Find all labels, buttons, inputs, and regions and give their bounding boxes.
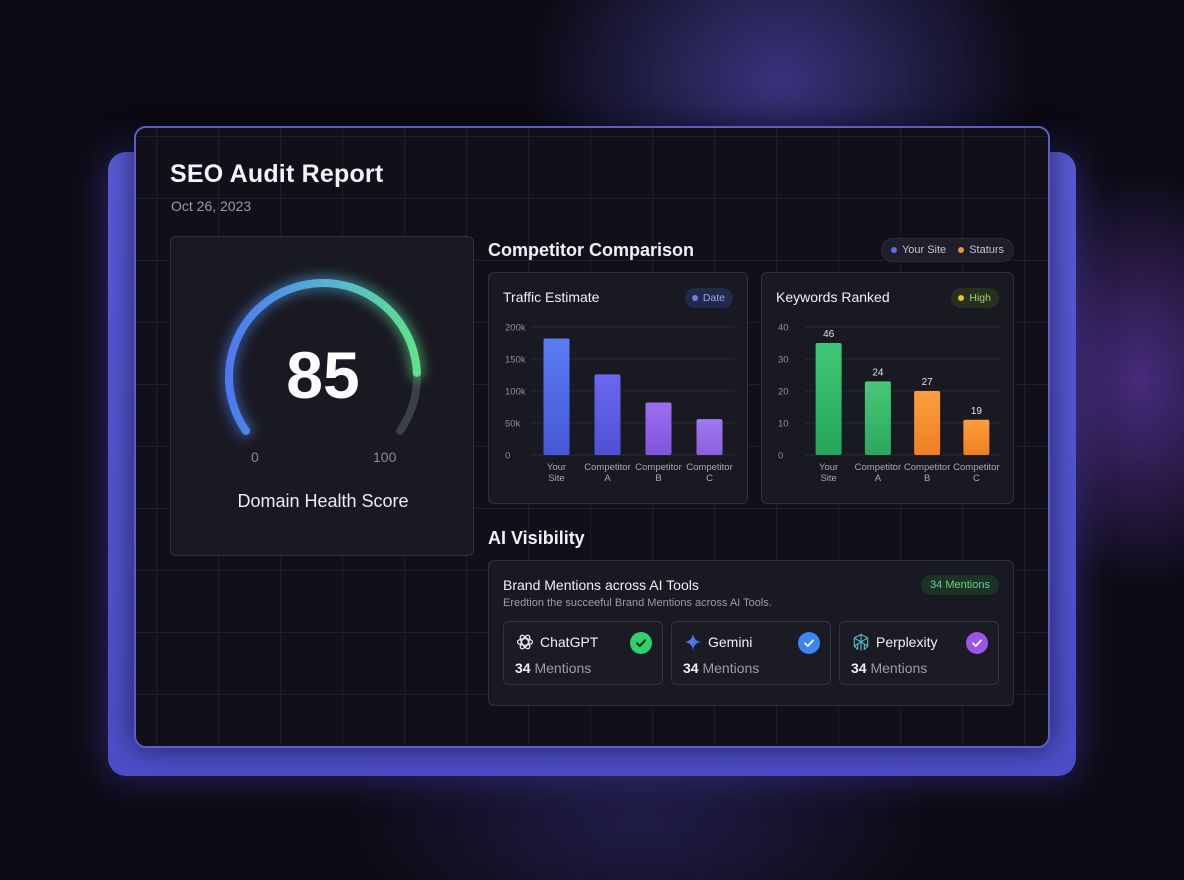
mentions-number: 34 xyxy=(515,660,531,676)
traffic-bar-3[interactable] xyxy=(696,419,723,455)
perplexity-icon xyxy=(853,633,869,651)
gauge-max-label: 100 xyxy=(373,449,397,465)
keywords-y-tick-label: 40 xyxy=(778,323,789,334)
keywords-x-category-label: Competitor B xyxy=(904,462,950,484)
gauge-value-arc xyxy=(225,279,421,435)
traffic-bar-0[interactable] xyxy=(543,338,570,455)
report-date: Oct 26, 2023 xyxy=(171,198,252,214)
legend-label-your-site: Your Site xyxy=(901,244,947,256)
legend-item-staturs: Staturs xyxy=(958,244,1004,256)
traffic-bar-2[interactable] xyxy=(645,402,672,455)
keywords-bar-3[interactable] xyxy=(963,419,990,455)
keywords-x-category-label: Your Site xyxy=(819,462,838,484)
mentions-unit: Mentions xyxy=(702,660,760,676)
check-circle-icon xyxy=(630,632,652,654)
brand-mentions-subtitle: Eredtion the succeeful Brand Mentions ac… xyxy=(503,597,772,609)
keywords-bar-chart: 0 10 20 30 40 46 Your Site 24 Competitor A 27 Compet… xyxy=(778,323,1001,484)
dashboard-screen: SEO Audit Report Oct 26, 2023 85 0 100 D… xyxy=(134,126,1050,748)
chatgpt-icon xyxy=(516,634,534,650)
tool-name-chatgpt: ChatGPT xyxy=(540,634,599,650)
traffic-x-category-label: Competitor B xyxy=(635,462,681,484)
traffic-bar-1[interactable] xyxy=(594,374,621,455)
mentions-number: 34 xyxy=(683,660,699,676)
brand-mentions-card: Brand Mentions across AI Tools Eredtion … xyxy=(488,560,1014,706)
brand-mentions-title: Brand Mentions across AI Tools xyxy=(503,577,699,593)
health-gauge xyxy=(222,276,424,438)
mentions-count-badge: 34 Mentions xyxy=(921,575,999,595)
legend-dot-staturs xyxy=(958,247,965,253)
page-title: SEO Audit Report xyxy=(170,160,384,188)
tool-mentions-perplexity: 34 Mentions xyxy=(851,660,927,676)
keywords-ranked-title: Keywords Ranked xyxy=(776,289,890,305)
keywords-y-tick-label: 0 xyxy=(778,451,783,462)
keywords-data-label: 24 xyxy=(872,367,884,378)
gauge-min-label: 0 xyxy=(251,449,259,465)
legend-dot-your-site xyxy=(890,247,897,253)
mentions-unit: Mentions xyxy=(870,660,928,676)
traffic-y-tick-label: 50k xyxy=(505,419,521,430)
keywords-x-category-label: Competitor C xyxy=(953,462,999,484)
tool-mentions-gemini: 34 Mentions xyxy=(683,660,759,676)
tool-mentions-chatgpt: 34 Mentions xyxy=(515,660,591,676)
tool-card-perplexity[interactable]: Perplexity 34 Mentions xyxy=(839,621,999,685)
traffic-y-tick-label: 100k xyxy=(505,387,526,398)
legend-label-staturs: Staturs xyxy=(969,244,1005,256)
mentions-number: 34 xyxy=(851,660,867,676)
gemini-icon xyxy=(684,633,702,651)
check-circle-icon xyxy=(966,632,988,654)
health-score-value: 85 xyxy=(286,338,360,412)
keywords-data-label: 46 xyxy=(823,329,835,340)
mentions-unit: Mentions xyxy=(534,660,592,676)
high-pill-label: High xyxy=(969,292,991,304)
traffic-y-tick-label: 0 xyxy=(505,451,510,462)
tool-name-gemini: Gemini xyxy=(708,634,753,650)
ai-visibility-title: AI Visibility xyxy=(488,528,585,548)
legend-item-your-site: Your Site xyxy=(890,244,947,256)
keywords-ranked-card: Keywords Ranked High 0 10 20 30 40 46 Your Site… xyxy=(761,272,1014,504)
high-filter-pill[interactable]: High xyxy=(951,288,999,308)
traffic-x-category-label: Competitor A xyxy=(584,462,630,484)
keywords-bar-0[interactable] xyxy=(815,343,842,455)
keywords-data-label: 27 xyxy=(922,377,934,388)
tool-card-gemini[interactable]: Gemini 34 Mentions xyxy=(671,621,831,685)
domain-health-card: 85 0 100 Domain Health Score xyxy=(170,236,474,556)
traffic-x-category-label: Competitor C xyxy=(686,462,732,484)
tool-name-perplexity: Perplexity xyxy=(876,634,938,650)
health-score-label: Domain Health Score xyxy=(237,491,409,511)
tool-card-chatgpt[interactable]: ChatGPT 34 Mentions xyxy=(503,621,663,685)
date-filter-pill[interactable]: Date xyxy=(684,288,733,308)
keywords-y-tick-label: 20 xyxy=(778,387,789,398)
keywords-data-label: 19 xyxy=(971,406,983,417)
keywords-bar-2[interactable] xyxy=(914,391,941,455)
chart-legend: Your Site Staturs xyxy=(881,238,1014,262)
keywords-x-category-label: Competitor A xyxy=(855,462,901,484)
date-pill-label: Date xyxy=(702,292,725,304)
traffic-x-category-label: Your Site xyxy=(547,462,566,484)
traffic-estimate-title: Traffic Estimate xyxy=(503,289,600,305)
high-pill-dot xyxy=(958,295,965,301)
check-circle-icon xyxy=(798,632,820,654)
traffic-estimate-card: Traffic Estimate Date 0 50k 100k 150k 200k Yo… xyxy=(488,272,748,504)
keywords-y-tick-label: 30 xyxy=(778,355,789,366)
traffic-y-tick-label: 150k xyxy=(505,355,526,366)
traffic-y-tick-label: 200k xyxy=(505,323,526,334)
date-pill-dot xyxy=(691,295,698,301)
keywords-bar-1[interactable] xyxy=(864,381,891,455)
keywords-y-tick-label: 10 xyxy=(778,419,789,430)
competitor-comparison-title: Competitor Comparison xyxy=(488,240,695,260)
